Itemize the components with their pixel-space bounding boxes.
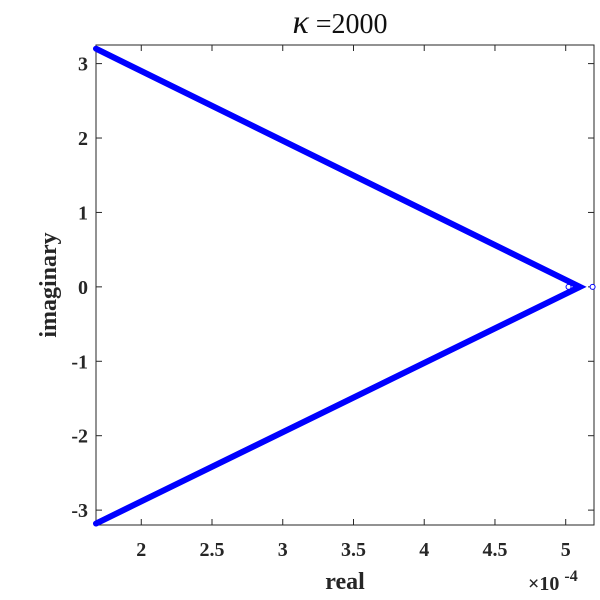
y-tick-label: 0 xyxy=(78,277,88,299)
x-tick-label: 4 xyxy=(419,539,429,561)
title-value: =2000 xyxy=(309,9,388,40)
y-tick-label: -2 xyxy=(71,426,88,448)
x-tick-label: 5 xyxy=(561,539,571,561)
x-axis-ticks: 2 2.5 3 3.5 4 4.5 5 xyxy=(136,45,571,561)
x-tick-label: 2.5 xyxy=(200,539,225,561)
plot-frame xyxy=(95,44,595,526)
x-tick-label: 2 xyxy=(136,539,146,561)
y-axis-ticks: -3 -2 -1 0 1 2 3 xyxy=(71,54,594,522)
data-layer xyxy=(93,45,596,527)
x-tick-label: 4.5 xyxy=(482,539,507,561)
data-point-marker xyxy=(565,283,572,290)
y-tick-label: 3 xyxy=(78,54,88,76)
y-tick-label: 1 xyxy=(78,202,88,224)
data-point-marker xyxy=(589,283,596,290)
x-axis-label: real xyxy=(325,569,365,595)
x-tick-label: 3 xyxy=(278,539,288,561)
data-point-marker xyxy=(574,283,582,291)
x-axis-multiplier-base: ×10 xyxy=(528,573,559,595)
x-axis-multiplier: ×10 -4 xyxy=(528,568,578,595)
y-tick-label: -3 xyxy=(71,500,88,522)
y-tick-label: 2 xyxy=(78,128,88,150)
x-axis-multiplier-exponent: -4 xyxy=(564,568,577,585)
chart-title: κ =2000 xyxy=(292,4,387,41)
x-tick-label: 3.5 xyxy=(341,539,366,561)
y-axis-label: imaginary xyxy=(36,232,62,337)
title-kappa-symbol: κ xyxy=(292,4,309,41)
y-tick-label: -1 xyxy=(71,351,88,373)
